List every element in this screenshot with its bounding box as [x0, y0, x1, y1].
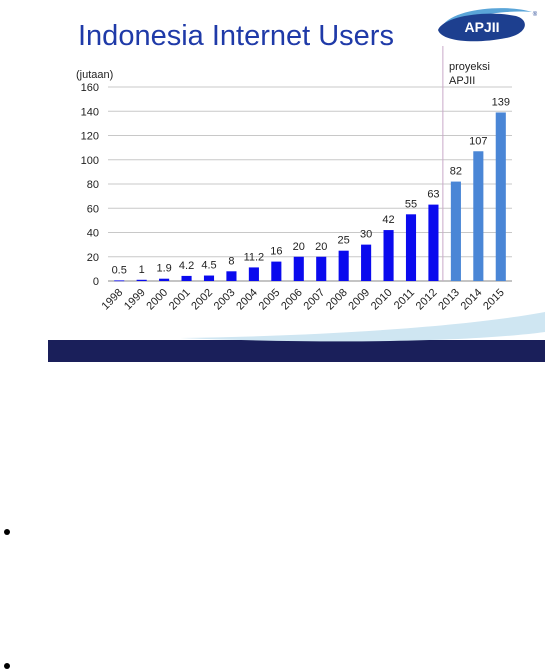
- page-title: Indonesia Internet Users: [78, 20, 394, 52]
- data-label: 139: [492, 96, 510, 108]
- x-tick-label: 1999: [122, 287, 148, 313]
- x-tick-label: 2002: [189, 287, 215, 313]
- y-tick-label: 80: [87, 179, 99, 191]
- y-tick-label: 0: [93, 276, 99, 288]
- logo-text: APJII: [464, 19, 499, 35]
- bar: [383, 230, 394, 281]
- chart-data-labels: 0.5 1 1.9 4.2 4.5 8 11.2 16 20 20 25 30 42 55 63 82 107 1…: [112, 96, 510, 276]
- x-tick-label: 2011: [392, 287, 417, 312]
- bar: [293, 256, 304, 281]
- bar: [271, 261, 282, 281]
- x-tick-label: 2001: [167, 287, 193, 313]
- x-tick-label: 2013: [436, 287, 462, 313]
- bar: [136, 279, 147, 281]
- x-tick-label: 2015: [481, 287, 507, 313]
- data-label: 107: [469, 135, 487, 147]
- data-label: 11.2: [244, 251, 265, 263]
- chart-area: 0 20 40 60 80 100 120 140 160 0.5 1 1.9 4.2 4.5 8 11.2…: [48, 46, 545, 362]
- logo-swoosh-top: [442, 8, 532, 30]
- projection-annotation-line: proyeksi: [449, 61, 490, 73]
- x-tick-label: 2003: [212, 287, 238, 313]
- x-tick-label: 2005: [257, 287, 283, 313]
- bullet-marker: [4, 529, 10, 535]
- y-tick-label: 120: [81, 131, 99, 143]
- bar: [159, 278, 170, 281]
- chart-gridlines: [108, 86, 512, 282]
- y-tick-label: 60: [87, 203, 99, 215]
- data-label: 42: [382, 214, 394, 226]
- data-label: 1.9: [156, 263, 171, 275]
- bar: [361, 244, 372, 281]
- data-label: 63: [427, 189, 439, 201]
- data-label: 25: [338, 235, 350, 247]
- bar: [450, 181, 461, 281]
- y-tick-label: 40: [87, 228, 99, 240]
- bar: [473, 151, 484, 281]
- x-axis-ticks: 1998199920002001200220032004200520062007…: [100, 287, 507, 313]
- bar: [248, 267, 259, 281]
- x-tick-label: 2006: [279, 287, 305, 313]
- x-tick-label: 2014: [459, 287, 485, 313]
- data-label: 55: [405, 198, 417, 210]
- y-tick-label: 100: [81, 155, 99, 167]
- data-label: 16: [270, 246, 282, 258]
- data-label: 4.2: [179, 260, 194, 272]
- y-tick-label: 20: [87, 252, 99, 264]
- logo-registered-mark: ®: [533, 11, 538, 18]
- x-tick-label: 1998: [100, 287, 126, 313]
- x-tick-label: 2007: [302, 287, 328, 313]
- bullet-marker: [4, 663, 10, 669]
- logo-badge: [438, 13, 525, 42]
- data-label: 4.5: [201, 260, 216, 272]
- x-tick-label: 2012: [414, 287, 440, 313]
- y-tick-label: 140: [81, 106, 99, 118]
- chart-bars: [114, 112, 506, 282]
- y-axis-ticks: 0 20 40 60 80 100 120 140 160: [81, 82, 99, 288]
- x-tick-label: 2009: [346, 287, 372, 313]
- bar: [338, 250, 349, 281]
- projection-annotation: proyeksi APJII: [449, 61, 490, 87]
- data-label: 30: [360, 229, 372, 241]
- data-label: 82: [450, 166, 462, 178]
- bar: [114, 280, 125, 282]
- projection-annotation-line: APJII: [449, 75, 475, 87]
- x-tick-label: 2004: [234, 287, 260, 313]
- bar: [181, 275, 192, 281]
- x-tick-label: 2000: [144, 287, 170, 313]
- footer-band: [48, 312, 545, 362]
- bar: [226, 271, 237, 281]
- y-tick-label: 160: [81, 82, 99, 94]
- data-label: 8: [228, 255, 234, 267]
- x-tick-label: 2008: [324, 287, 350, 313]
- bar: [428, 204, 439, 281]
- footer-band-dark: [48, 340, 545, 362]
- data-label: 20: [293, 241, 305, 253]
- footer-band-light: [180, 312, 545, 342]
- x-tick-label: 2010: [369, 287, 395, 313]
- bar: [203, 275, 215, 281]
- bar: [495, 112, 506, 282]
- data-label: 1: [139, 264, 145, 276]
- data-label: 0.5: [112, 264, 127, 276]
- y-axis-label: (jutaan): [76, 69, 113, 81]
- bar: [316, 256, 327, 281]
- data-label: 20: [315, 241, 327, 253]
- apjii-logo: APJII ®: [438, 8, 538, 42]
- bar: [405, 214, 417, 281]
